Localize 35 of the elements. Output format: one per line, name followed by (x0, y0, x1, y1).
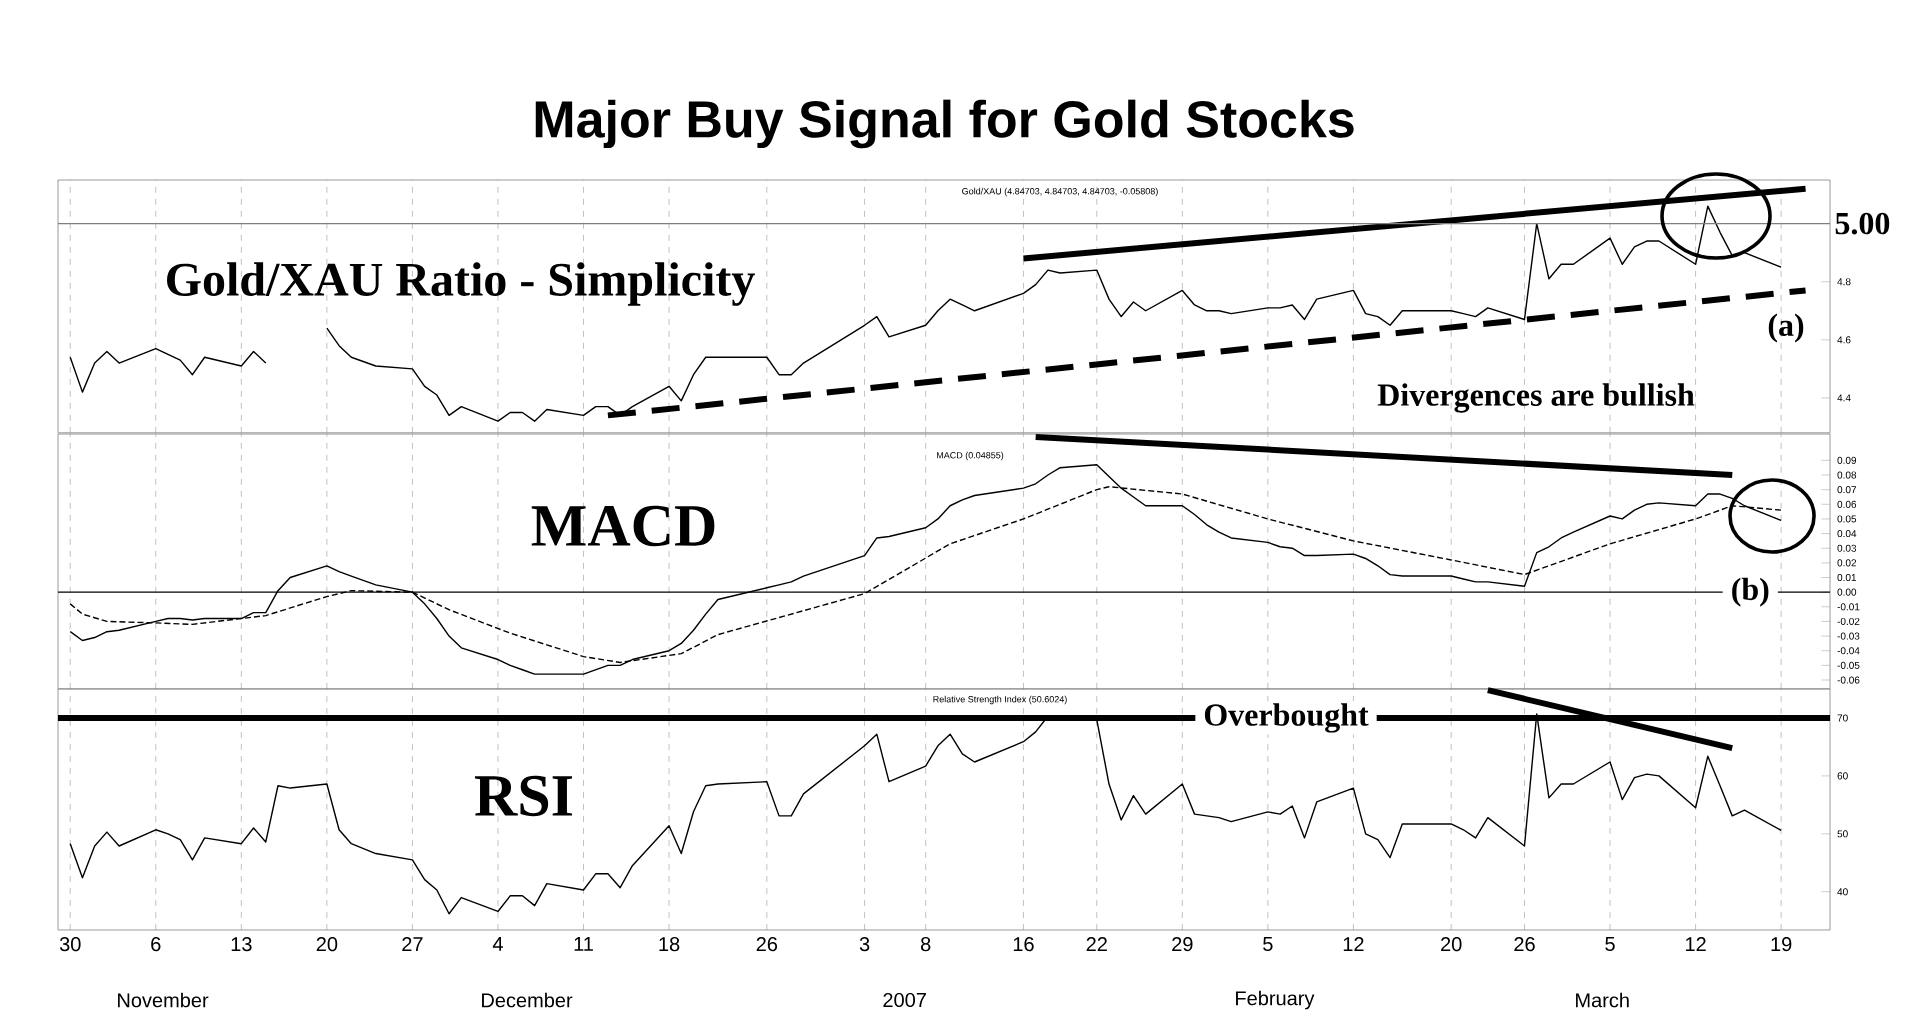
x-tick-label: 26 (1514, 937, 1535, 952)
annotation: MACD (531, 505, 715, 547)
ref-line-label: Overbought (1204, 703, 1369, 733)
annotation: RSI (475, 775, 572, 817)
annotation: Divergences are bullish (1377, 383, 1695, 413)
annotation: Gold/XAU Ratio - Simplicity (167, 262, 755, 306)
ref-line-label: 5.00 (1835, 212, 1890, 235)
x-tick-label: 11 (574, 937, 593, 951)
x-tick-label: 6 (151, 937, 161, 952)
text: March (1576, 992, 1629, 1008)
x-tick-label: 4 (492, 937, 503, 951)
x-tick-label: 19 (1771, 937, 1792, 952)
x-tick-label: 13 (231, 937, 252, 952)
x-tick-label: 22 (1086, 937, 1107, 952)
x-tick-label: 26 (756, 937, 778, 952)
text: 2007 (883, 992, 926, 1008)
x-tick-label: 8 (921, 937, 931, 952)
text: December (482, 992, 573, 1008)
x-tick-label: 12 (1343, 937, 1364, 952)
chart-title: Major Buy Signal for Gold Stocks (535, 99, 1354, 149)
text: November (118, 992, 209, 1008)
x-tick-label: 30 (59, 937, 81, 952)
x-tick-label: 16 (1013, 937, 1034, 952)
x-tick-label: 5 (1605, 937, 1615, 952)
x-tick-label: 20 (316, 937, 338, 952)
x-tick-label: 3 (859, 937, 870, 952)
x-tick-label: 20 (1441, 937, 1462, 952)
text: February (1236, 990, 1315, 1010)
x-tick-label: 5 (1263, 937, 1273, 952)
x-tick-label: 29 (1172, 937, 1193, 952)
x-tick-label: 27 (402, 937, 423, 952)
ref-line-label: (b) (1732, 577, 1769, 607)
x-tick-label: 18 (659, 937, 680, 952)
annotation: (a) (1768, 313, 1804, 343)
x-tick-label: 12 (1686, 937, 1706, 952)
